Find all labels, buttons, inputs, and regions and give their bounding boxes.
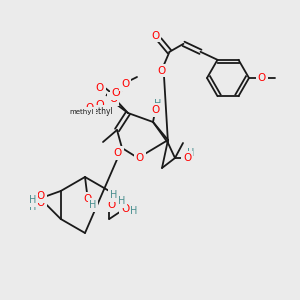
Text: H: H — [187, 148, 195, 158]
Text: H: H — [154, 99, 162, 109]
Text: H: H — [29, 202, 36, 212]
Text: H: H — [110, 190, 117, 200]
Text: O: O — [37, 198, 45, 208]
Text: O: O — [97, 99, 105, 109]
Text: O: O — [151, 105, 159, 115]
Text: O: O — [109, 94, 117, 104]
Text: O: O — [121, 204, 129, 214]
Text: H: H — [130, 206, 137, 216]
Text: O: O — [86, 103, 94, 113]
Text: O: O — [136, 153, 144, 163]
Text: O: O — [114, 148, 122, 158]
Text: O: O — [96, 100, 104, 110]
Text: O: O — [112, 88, 120, 98]
Text: O: O — [258, 73, 266, 83]
Text: O: O — [183, 153, 191, 163]
Text: O: O — [152, 31, 160, 41]
Text: H: H — [89, 200, 97, 210]
Text: O: O — [158, 66, 166, 76]
Text: methyl: methyl — [70, 109, 94, 115]
Text: O: O — [123, 202, 131, 212]
Text: methyl: methyl — [87, 106, 113, 116]
Text: O: O — [121, 79, 129, 89]
Text: O: O — [37, 191, 45, 201]
Text: O: O — [83, 194, 91, 204]
Text: O: O — [107, 200, 116, 210]
Text: H: H — [118, 196, 125, 206]
Text: O: O — [96, 83, 104, 93]
Text: H: H — [29, 195, 36, 205]
